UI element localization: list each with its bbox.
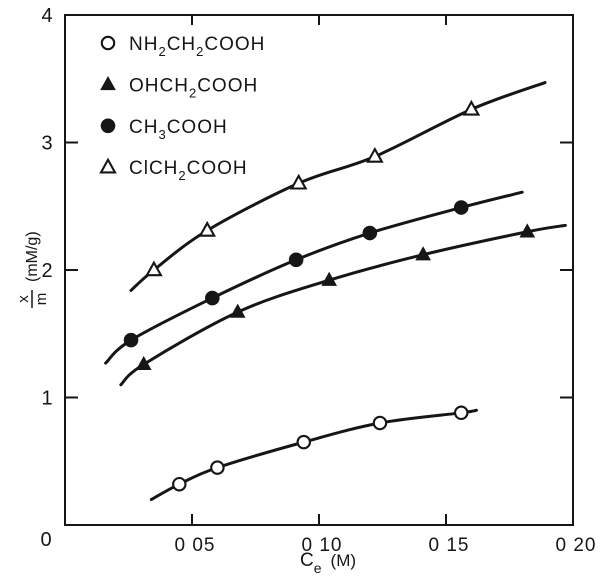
y-axis-label-numerator: x [15, 295, 32, 303]
y-axis-label-denominator: m [33, 293, 50, 306]
curve-OHCH2COOH [119, 223, 567, 387]
y-tick-label: 3 [41, 133, 52, 155]
data-point-filled-circle [205, 290, 220, 306]
legend-item-OHCH2COOH: OHCH2COOH [100, 75, 258, 100]
legend-marker-open-triangle [99, 157, 117, 174]
series-CH3COOH [123, 200, 469, 348]
legend-item-ClCH2COOH: ClCH2COOH [99, 157, 248, 183]
legend-item-NH2CH2COOH: NH2CH2COOH [100, 34, 265, 59]
data-point-filled-triangle [135, 355, 152, 371]
data-point-open-circle [210, 460, 225, 475]
series-ClCH2COOH [145, 99, 481, 277]
data-point-filled-circle [362, 225, 378, 241]
data-point-open-triangle [289, 173, 308, 190]
y-tick-label: 1 [41, 388, 52, 410]
x-tick-label: 0 20 [556, 535, 597, 556]
legend-label: ClCH2COOH [129, 158, 248, 183]
legend-marker-filled-triangle [100, 75, 116, 91]
curve-ClCH2COOH [129, 81, 547, 292]
y-axis-label: x m (mM/g) [15, 231, 50, 308]
data-point-filled-triangle [229, 303, 246, 318]
x-tick-label: 0 05 [175, 535, 216, 556]
data-point-filled-circle [123, 332, 139, 348]
curve-NH2CH2COOH [149, 408, 478, 501]
legend-label: CH3COOH [129, 117, 228, 142]
data-point-open-triangle [198, 220, 217, 237]
series-NH2CH2COOH [172, 405, 469, 492]
y-tick-label: 4 [41, 5, 52, 27]
curve-CH3COOH [104, 190, 524, 365]
data-point-filled-circle [288, 252, 304, 268]
y-tick-label: 2 [41, 260, 52, 282]
data-point-filled-triangle [519, 223, 536, 238]
data-point-open-circle [296, 434, 312, 450]
x-axis-label: Ce (M) [300, 550, 356, 576]
legend-label: NH2CH2COOH [129, 34, 265, 59]
data-point-filled-circle [453, 200, 469, 215]
legend-label: OHCH2COOH [129, 75, 258, 100]
series-OHCH2COOH [135, 223, 536, 371]
legend-marker-open-circle [100, 35, 116, 51]
data-point-open-circle [453, 405, 469, 421]
y-axis-label-units: (mM/g) [24, 231, 41, 282]
data-point-filled-triangle [321, 271, 338, 286]
data-point-open-triangle [462, 99, 481, 116]
data-point-open-triangle [145, 260, 163, 277]
x-tick-label: 0 15 [429, 535, 470, 556]
data-point-open-circle [172, 476, 187, 492]
data-point-open-triangle [366, 146, 384, 163]
legend-marker-filled-circle [100, 118, 116, 134]
legend: NH2CH2COOH OHCH2COOH CH3COOH ClCH2COOH [99, 34, 265, 183]
origin-label: 0 [40, 529, 51, 551]
legend-item-CH3COOH: CH3COOH [100, 117, 228, 142]
data-point-filled-triangle [415, 246, 431, 261]
plot-frame [64, 14, 574, 526]
data-point-open-circle [372, 415, 388, 431]
x-tick-label: 0 10 [302, 535, 343, 556]
